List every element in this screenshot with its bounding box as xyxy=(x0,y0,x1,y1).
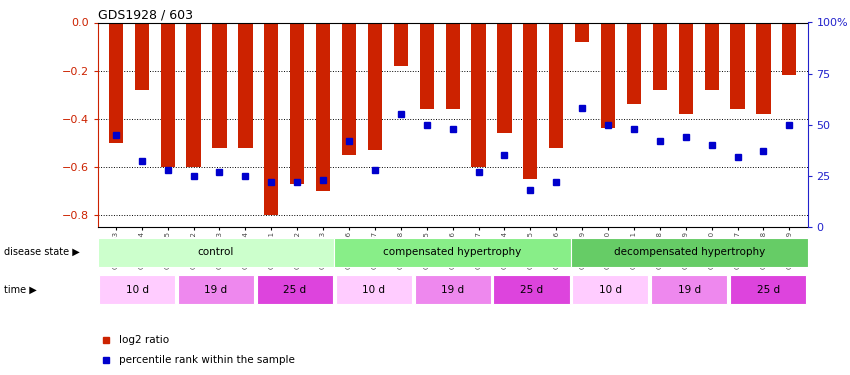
Text: 19 d: 19 d xyxy=(441,285,464,295)
Bar xyxy=(99,275,175,304)
Text: log2 ratio: log2 ratio xyxy=(119,335,169,345)
Bar xyxy=(730,22,745,109)
Bar xyxy=(626,22,641,104)
Bar xyxy=(186,22,201,167)
Bar xyxy=(257,275,333,304)
Bar xyxy=(178,275,254,304)
Bar xyxy=(394,22,408,66)
Bar xyxy=(651,275,728,304)
Bar xyxy=(549,22,564,147)
Bar xyxy=(497,22,512,133)
Bar xyxy=(524,22,537,179)
Text: 25 d: 25 d xyxy=(283,285,307,295)
Text: compensated hypertrophy: compensated hypertrophy xyxy=(383,247,522,257)
Bar xyxy=(238,22,252,147)
Bar xyxy=(368,22,382,150)
Text: 10 d: 10 d xyxy=(126,285,149,295)
Bar xyxy=(445,22,460,109)
Bar xyxy=(756,22,771,114)
Text: percentile rank within the sample: percentile rank within the sample xyxy=(119,355,295,365)
Bar xyxy=(212,22,227,147)
Bar xyxy=(161,22,175,167)
Bar xyxy=(571,238,808,267)
Bar xyxy=(264,22,279,215)
Bar xyxy=(653,22,667,90)
Bar xyxy=(572,275,649,304)
Bar xyxy=(415,275,490,304)
Bar xyxy=(705,22,719,90)
Bar xyxy=(678,22,693,114)
Bar xyxy=(134,22,149,90)
Bar xyxy=(472,22,485,167)
Text: decompensated hypertrophy: decompensated hypertrophy xyxy=(614,247,765,257)
Bar xyxy=(493,275,570,304)
Bar xyxy=(420,22,434,109)
Text: time ▶: time ▶ xyxy=(4,285,37,294)
Bar xyxy=(336,275,412,304)
Text: 19 d: 19 d xyxy=(677,285,700,295)
Text: control: control xyxy=(198,247,235,257)
Text: 10 d: 10 d xyxy=(599,285,622,295)
Text: 10 d: 10 d xyxy=(362,285,385,295)
Bar xyxy=(342,22,356,155)
Bar xyxy=(730,275,806,304)
Bar xyxy=(334,238,571,267)
Bar xyxy=(601,22,615,128)
Text: 19 d: 19 d xyxy=(205,285,228,295)
Bar xyxy=(575,22,589,42)
Text: 25 d: 25 d xyxy=(520,285,543,295)
Text: GDS1928 / 603: GDS1928 / 603 xyxy=(98,8,193,21)
Bar xyxy=(316,22,331,191)
Bar xyxy=(782,22,796,75)
Bar xyxy=(290,22,304,184)
Text: disease state ▶: disease state ▶ xyxy=(4,247,80,257)
Text: 25 d: 25 d xyxy=(756,285,779,295)
Bar xyxy=(109,22,123,143)
Bar xyxy=(98,238,334,267)
